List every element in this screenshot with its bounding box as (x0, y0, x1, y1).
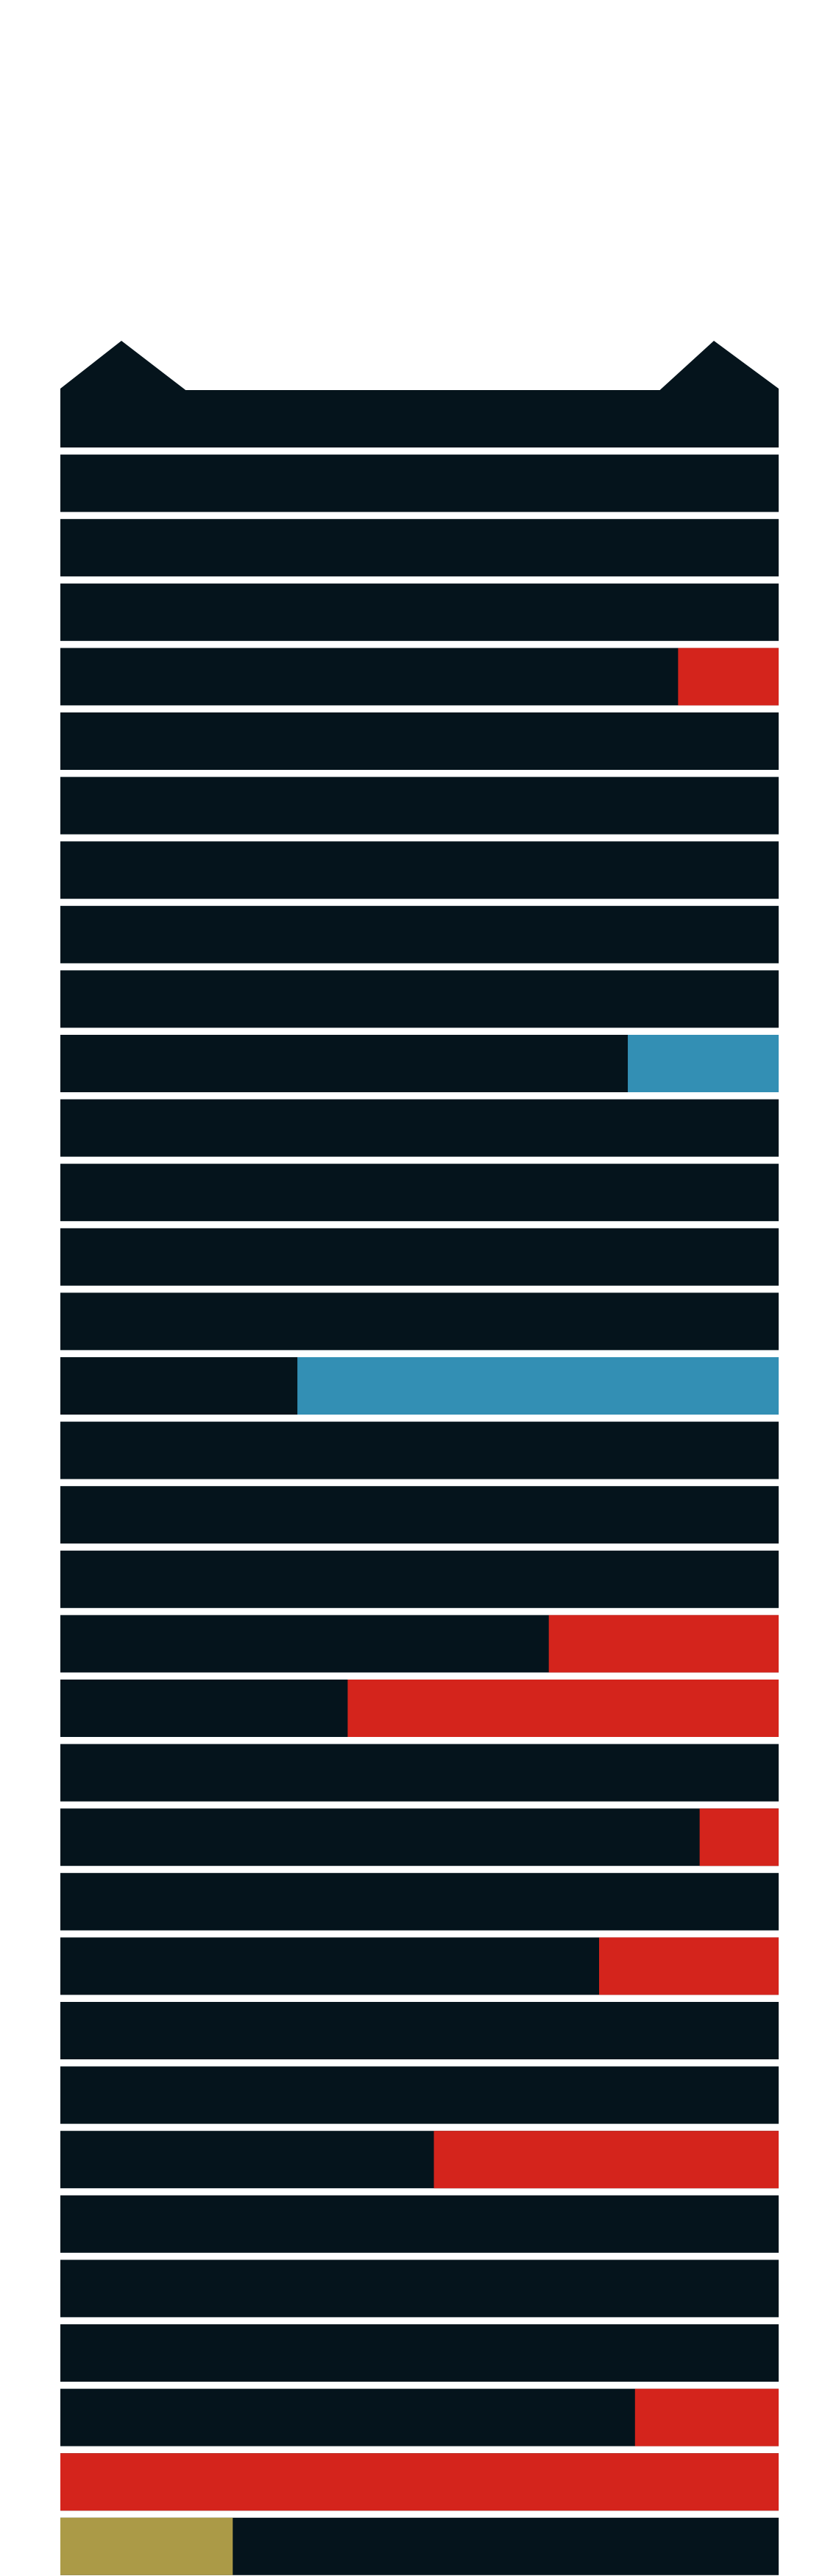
stack-bar (60, 583, 779, 641)
stack-bar-fill (634, 2388, 779, 2446)
stack-bar (60, 1099, 779, 1157)
stack-bar-base (60, 2002, 779, 2059)
stack-bar (60, 1872, 779, 1931)
stack-bar-fill (60, 2453, 779, 2511)
stack-bar (60, 2324, 779, 2382)
stack-bar-base (60, 1550, 779, 1608)
stack-bar-base (60, 519, 779, 577)
stack-bar (60, 2260, 779, 2318)
bars-layer (60, 390, 779, 2575)
stack-bar-base (60, 1228, 779, 1286)
stack-bar (60, 841, 779, 899)
stack-bar-base (60, 1744, 779, 1802)
stack-bar-fill (60, 2517, 233, 2575)
stack-bar-fill (599, 1937, 779, 1995)
stack-bar-base (60, 648, 779, 706)
stack-bar-base (60, 583, 779, 641)
stack-bar (60, 1035, 779, 1092)
stack-bar-base (60, 776, 779, 835)
stack-bar-base (60, 1872, 779, 1931)
stack-bar (60, 2066, 779, 2124)
stack-bar-base (60, 1099, 779, 1157)
stack-bar (60, 712, 779, 770)
stack-bar-base (60, 1292, 779, 1351)
stack-bar (60, 1228, 779, 1286)
stack-bar-base (60, 2260, 779, 2318)
stack-bar-fill (548, 1615, 779, 1673)
stack-bar (60, 454, 779, 512)
stack-bar (60, 1680, 779, 1737)
stack-bar-fill (699, 1808, 779, 1866)
stack-bar-base (60, 2066, 779, 2124)
stack-bar-fill (297, 1357, 779, 1415)
stack-bar (60, 2517, 779, 2575)
stack-bar-base (60, 2195, 779, 2253)
stack-bar (60, 1486, 779, 1544)
stack-bar-fill (678, 648, 779, 706)
stack-bar (60, 1808, 779, 1866)
stack-bar (60, 648, 779, 706)
stack-bar-base (60, 1808, 779, 1866)
stack-bar-base (60, 905, 779, 963)
stack-bar-fill (347, 1680, 779, 1737)
stack-bar (60, 1292, 779, 1351)
stack-bar (60, 776, 779, 835)
stack-bar (60, 1164, 779, 1222)
stack-bar-base (60, 1164, 779, 1222)
stack-cap-shape (60, 341, 779, 397)
stack-bar (60, 1937, 779, 1995)
stack-bar (60, 1550, 779, 1608)
stack-bar (60, 1421, 779, 1479)
stack-bar-fill (628, 1035, 779, 1092)
stack-bar-base (60, 841, 779, 899)
stack-bar-base (60, 712, 779, 770)
stack-bar (60, 970, 779, 1028)
stack-bar (60, 519, 779, 577)
stack-bar (60, 905, 779, 963)
stack-bar-base (60, 2324, 779, 2382)
stack-bar-base (60, 390, 779, 447)
stack-bar (60, 1357, 779, 1415)
stack-bar (60, 1744, 779, 1802)
stack-bar-base (60, 970, 779, 1028)
stack-bar (60, 2002, 779, 2059)
stack-bar (60, 2195, 779, 2253)
stack-bar (60, 390, 779, 447)
stack-bar-base (60, 1421, 779, 1479)
stack-bar (60, 1615, 779, 1673)
stack-bar-base (60, 1486, 779, 1544)
stack-bar-base (60, 454, 779, 512)
stack-cap (60, 341, 779, 397)
stack-bar (60, 2388, 779, 2446)
stack-bar (60, 2453, 779, 2511)
stack-bar-fill (433, 2131, 779, 2189)
stack-bar (60, 2131, 779, 2189)
